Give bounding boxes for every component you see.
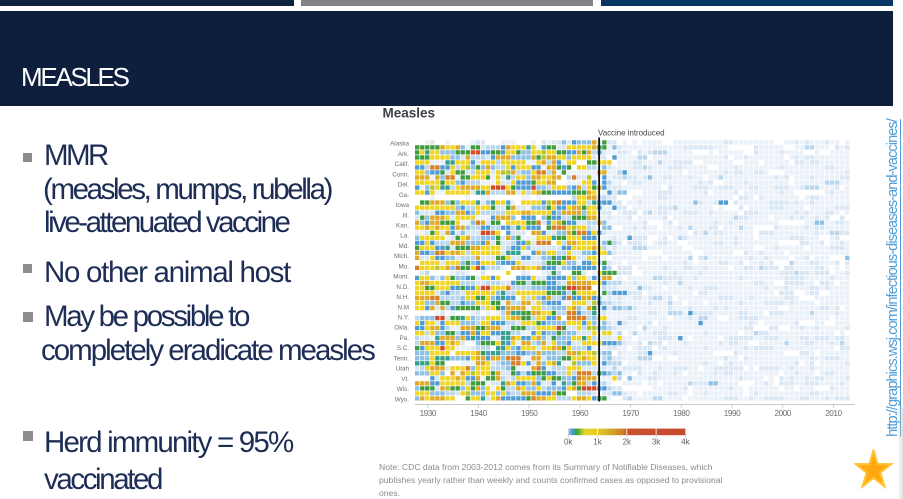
svg-text:1940: 1940 <box>470 409 487 418</box>
svg-text:Ill.: Ill. <box>403 212 410 219</box>
svg-text:1950: 1950 <box>521 409 538 418</box>
svg-text:1980: 1980 <box>673 409 690 418</box>
svg-text:N.Y.: N.Y. <box>398 315 410 322</box>
svg-text:Kan.: Kan. <box>396 223 409 230</box>
svg-text:publishes yearly rather than w: publishes yearly rather than weekly and … <box>379 475 723 485</box>
svg-text:Md.: Md. <box>399 243 410 250</box>
svg-text:Iowa: Iowa <box>396 202 410 209</box>
svg-text:Vt.: Vt. <box>401 376 409 383</box>
svg-text:Mich.: Mich. <box>394 253 409 260</box>
svg-text:Mo.: Mo. <box>399 263 410 270</box>
svg-text:Wyo.: Wyo. <box>395 396 410 403</box>
svg-text:2000: 2000 <box>774 409 791 418</box>
svg-text:Note: CDC data from 2003-2012: Note: CDC data from 2003-2012 comes from… <box>379 462 713 472</box>
svg-text:2010: 2010 <box>825 409 842 418</box>
svg-text:Ga.: Ga. <box>399 192 409 199</box>
svg-text:Mont.: Mont. <box>393 274 409 281</box>
svg-text:La.: La. <box>400 233 409 240</box>
svg-text:1970: 1970 <box>622 409 639 418</box>
svg-text:Del.: Del. <box>398 182 409 189</box>
svg-text:Vaccine introduced: Vaccine introduced <box>598 129 665 138</box>
svg-text:1k: 1k <box>593 438 602 447</box>
svg-text:Okla.: Okla. <box>394 325 409 332</box>
svg-text:1990: 1990 <box>724 409 741 418</box>
svg-text:S.C.: S.C. <box>397 345 409 352</box>
svg-text:Tenn.: Tenn. <box>394 355 410 362</box>
svg-text:N.D.: N.D. <box>396 284 409 291</box>
svg-text:Alaska: Alaska <box>390 141 409 148</box>
svg-text:1930: 1930 <box>420 409 437 418</box>
svg-text:Pa.: Pa. <box>400 335 410 342</box>
svg-text:ones.: ones. <box>379 488 400 498</box>
svg-text:2k: 2k <box>623 438 632 447</box>
svg-text:Conn.: Conn. <box>392 171 409 178</box>
svg-text:Wis.: Wis. <box>397 386 409 393</box>
svg-text:Measles: Measles <box>383 105 436 120</box>
svg-text:0k: 0k <box>564 438 573 447</box>
svg-text:Ark.: Ark. <box>398 151 409 158</box>
svg-text:N.H.: N.H. <box>396 294 409 301</box>
svg-text:Utah: Utah <box>396 366 410 373</box>
svg-text:3k: 3k <box>652 438 661 447</box>
svg-text:1960: 1960 <box>572 409 589 418</box>
svg-text:Calif.: Calif. <box>395 161 410 168</box>
svg-text:4k: 4k <box>681 438 690 447</box>
svg-text:N.M: N.M <box>397 304 409 311</box>
